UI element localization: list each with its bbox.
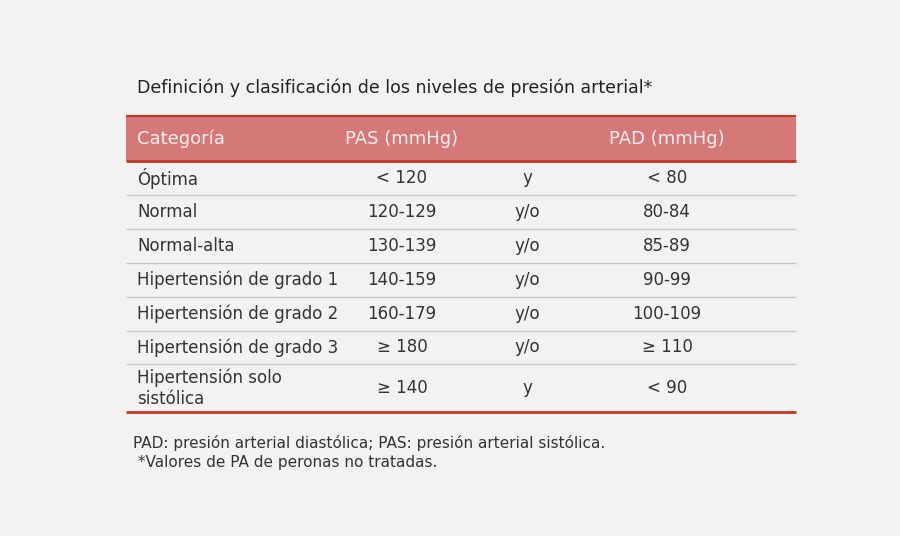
Text: ≥ 140: ≥ 140: [376, 379, 428, 397]
Text: < 80: < 80: [647, 169, 687, 187]
Text: PAD: presión arterial diastólica; PAS: presión arterial sistólica.: PAD: presión arterial diastólica; PAS: p…: [133, 435, 606, 451]
Text: *Valores de PA de peronas no tratadas.: *Valores de PA de peronas no tratadas.: [133, 455, 437, 470]
Text: y: y: [523, 169, 533, 187]
Text: Hipertensión solo
sistólica: Hipertensión solo sistólica: [137, 368, 282, 408]
Text: 80-84: 80-84: [644, 203, 691, 221]
Text: 100-109: 100-109: [633, 304, 702, 323]
Text: Normal-alta: Normal-alta: [137, 237, 234, 255]
Text: y: y: [523, 379, 533, 397]
Text: y/o: y/o: [515, 338, 540, 356]
Text: 130-139: 130-139: [367, 237, 436, 255]
Text: y/o: y/o: [515, 237, 540, 255]
Text: 160-179: 160-179: [367, 304, 436, 323]
Text: PAD (mmHg): PAD (mmHg): [609, 130, 725, 147]
Text: y/o: y/o: [515, 203, 540, 221]
Text: 120-129: 120-129: [367, 203, 436, 221]
Text: < 90: < 90: [647, 379, 687, 397]
Text: ≥ 110: ≥ 110: [642, 338, 692, 356]
Text: Hipertensión de grado 2: Hipertensión de grado 2: [137, 304, 338, 323]
Text: ≥ 180: ≥ 180: [376, 338, 428, 356]
Text: Hipertensión de grado 1: Hipertensión de grado 1: [137, 271, 338, 289]
Text: y/o: y/o: [515, 304, 540, 323]
Text: 90-99: 90-99: [644, 271, 691, 289]
Text: < 120: < 120: [376, 169, 428, 187]
Text: Normal: Normal: [137, 203, 197, 221]
Text: PAS (mmHg): PAS (mmHg): [346, 130, 458, 147]
Bar: [126, 116, 796, 161]
Text: y/o: y/o: [515, 271, 540, 289]
Text: Categoría: Categoría: [137, 129, 225, 148]
Text: Definición y clasificación de los niveles de presión arterial*: Definición y clasificación de los nivele…: [137, 79, 652, 97]
Text: Hipertensión de grado 3: Hipertensión de grado 3: [137, 338, 338, 356]
Text: 140-159: 140-159: [367, 271, 436, 289]
Text: Óptima: Óptima: [137, 168, 198, 189]
Text: 85-89: 85-89: [644, 237, 691, 255]
